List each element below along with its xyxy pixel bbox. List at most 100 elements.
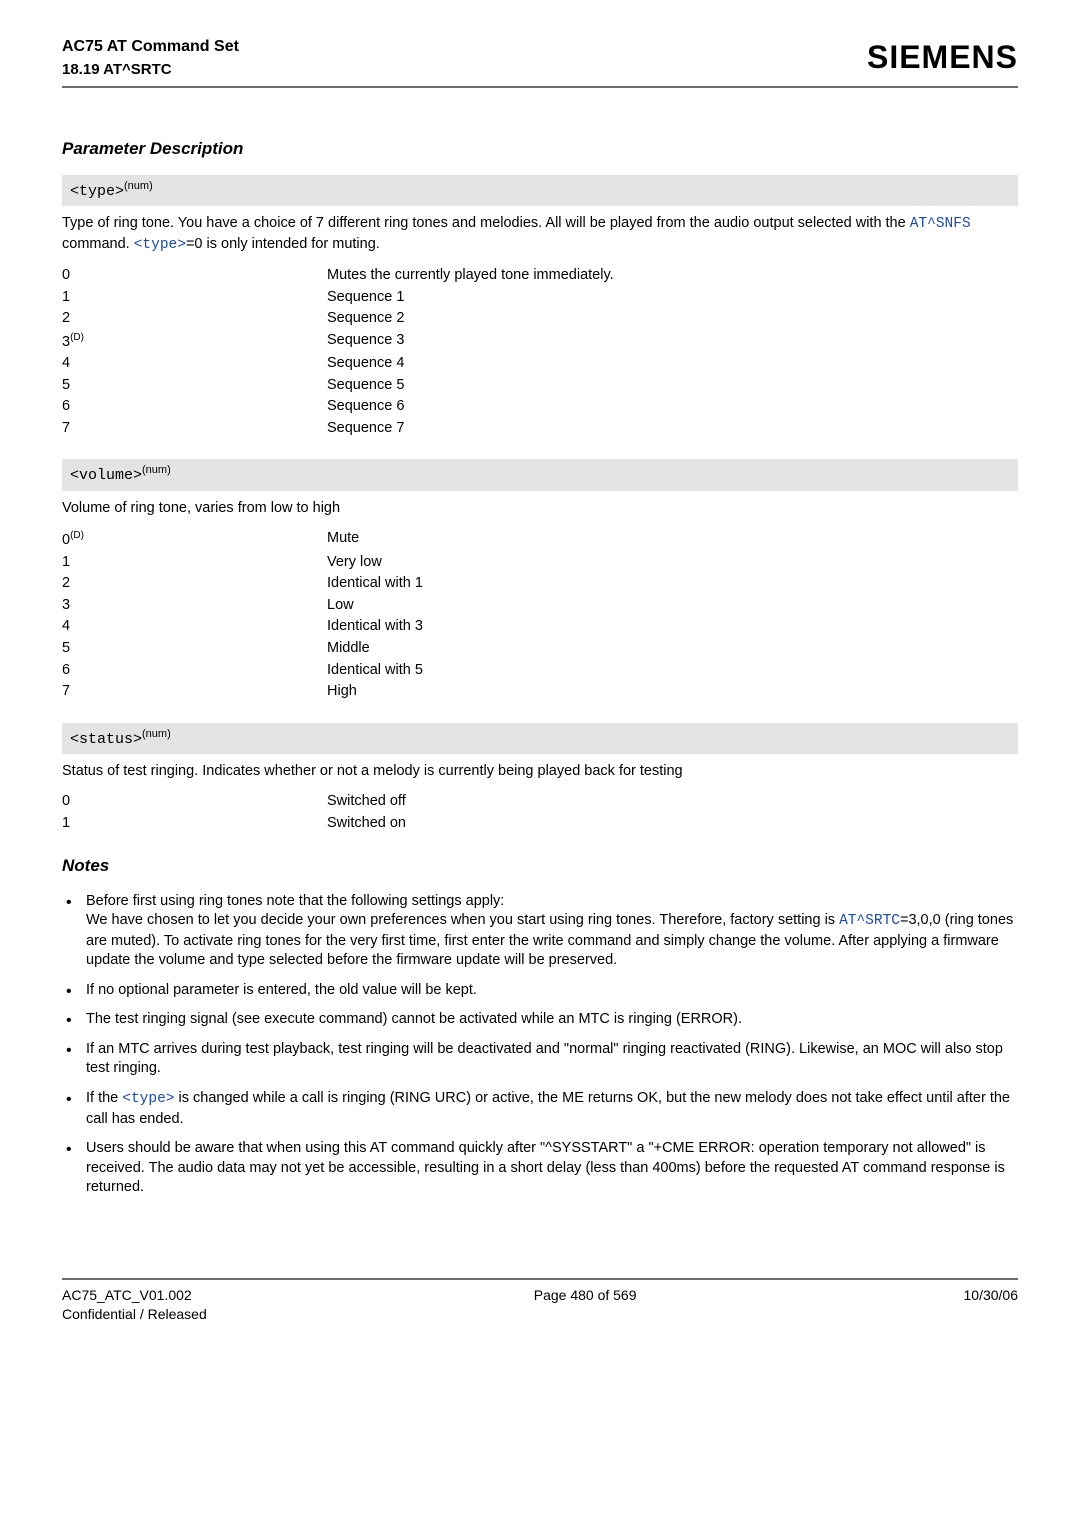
param-volume-label: <volume> xyxy=(70,467,142,484)
status-key-0: 0 xyxy=(62,792,327,812)
volume-values-table: 0(D)Mute 1Very low 2Identical with 1 3Lo… xyxy=(62,528,1018,702)
param-type-sup: (num) xyxy=(124,180,153,192)
type-row-3: 3(D)Sequence 3 xyxy=(62,330,1018,353)
type-key-6: 6 xyxy=(62,397,327,417)
volume-key-6: 6 xyxy=(62,661,327,681)
type-row-0: 0Mutes the currently played tone immedia… xyxy=(62,265,1018,287)
type-row-5: 5Sequence 5 xyxy=(62,375,1018,397)
footer-date: 10/30/06 xyxy=(964,1286,1019,1324)
footer-confidential: Confidential / Released xyxy=(62,1305,207,1324)
type-key-2: 2 xyxy=(62,309,327,329)
note-5: If the <type> is changed while a call is… xyxy=(62,1089,1018,1129)
status-val-0: Switched off xyxy=(327,792,1018,812)
page-header: AC75 AT Command Set 18.19 AT^SRTC SIEMEN… xyxy=(62,36,1018,80)
param-volume-desc: Volume of ring tone, varies from low to … xyxy=(62,499,1018,519)
link-type-ref[interactable]: <type> xyxy=(134,237,186,253)
doc-title: AC75 AT Command Set xyxy=(62,36,239,58)
type-key-3-base: 3 xyxy=(62,334,70,350)
note-2: If no optional parameter is entered, the… xyxy=(62,981,1018,1001)
type-row-4: 4Sequence 4 xyxy=(62,353,1018,375)
type-val-5: Sequence 5 xyxy=(327,376,1018,396)
status-key-1: 1 xyxy=(62,814,327,834)
note-1-body-a: We have chosen to let you decide your ow… xyxy=(86,912,839,928)
param-status-sup: (num) xyxy=(142,728,171,740)
type-desc-post: =0 is only intended for muting. xyxy=(186,236,380,252)
type-val-1: Sequence 1 xyxy=(327,288,1018,308)
footer-page: Page 480 of 569 xyxy=(534,1286,637,1324)
param-type-box: <type>(num) xyxy=(62,175,1018,206)
param-status-label: <status> xyxy=(70,731,142,748)
note-4: If an MTC arrives during test playback, … xyxy=(62,1040,1018,1079)
header-divider xyxy=(62,86,1018,88)
volume-val-3: Low xyxy=(327,596,1018,616)
param-status-box: <status>(num) xyxy=(62,723,1018,754)
footer-left: AC75_ATC_V01.002 Confidential / Released xyxy=(62,1286,207,1324)
footer-doc-id: AC75_ATC_V01.002 xyxy=(62,1286,207,1305)
volume-row-0: 0(D)Mute xyxy=(62,528,1018,551)
type-val-2: Sequence 2 xyxy=(327,309,1018,329)
volume-val-0: Mute xyxy=(327,529,1018,550)
volume-val-6: Identical with 5 xyxy=(327,661,1018,681)
volume-row-7: 7High xyxy=(62,681,1018,703)
param-volume-sup: (num) xyxy=(142,464,171,476)
status-val-1: Switched on xyxy=(327,814,1018,834)
note-3: The test ringing signal (see execute com… xyxy=(62,1010,1018,1030)
status-row-1: 1Switched on xyxy=(62,813,1018,835)
type-key-5: 5 xyxy=(62,376,327,396)
volume-key-7: 7 xyxy=(62,682,327,702)
type-val-6: Sequence 6 xyxy=(327,397,1018,417)
type-val-3: Sequence 3 xyxy=(327,331,1018,352)
notes-list: Before first using ring tones note that … xyxy=(62,892,1018,1198)
type-desc-pre: Type of ring tone. You have a choice of … xyxy=(62,215,910,231)
volume-row-2: 2Identical with 1 xyxy=(62,573,1018,595)
volume-row-4: 4Identical with 3 xyxy=(62,616,1018,638)
type-key-7: 7 xyxy=(62,419,327,439)
brand-logo: SIEMENS xyxy=(867,36,1018,79)
note-1-pre: Before first using ring tones note that … xyxy=(86,893,504,909)
type-val-0: Mutes the currently played tone immediat… xyxy=(327,266,1018,286)
param-status-desc: Status of test ringing. Indicates whethe… xyxy=(62,762,1018,782)
status-values-table: 0Switched off 1Switched on xyxy=(62,791,1018,834)
type-val-7: Sequence 7 xyxy=(327,419,1018,439)
section-parameter-description: Parameter Description xyxy=(62,138,1018,161)
volume-key-1: 1 xyxy=(62,553,327,573)
volume-key-0: 0(D) xyxy=(62,529,327,550)
volume-key-0-sup: (D) xyxy=(70,530,84,541)
type-key-3-sup: (D) xyxy=(70,332,84,343)
header-left-block: AC75 AT Command Set 18.19 AT^SRTC xyxy=(62,36,239,80)
type-row-1: 1Sequence 1 xyxy=(62,287,1018,309)
volume-val-4: Identical with 3 xyxy=(327,617,1018,637)
volume-row-3: 3Low xyxy=(62,595,1018,617)
volume-key-5: 5 xyxy=(62,639,327,659)
doc-subtitle: 18.19 AT^SRTC xyxy=(62,60,239,80)
link-type-note[interactable]: <type> xyxy=(122,1091,174,1107)
section-notes: Notes xyxy=(62,855,1018,878)
volume-key-4: 4 xyxy=(62,617,327,637)
param-type-label: <type> xyxy=(70,183,124,200)
param-type-desc: Type of ring tone. You have a choice of … xyxy=(62,214,1018,255)
link-at-snfs[interactable]: AT^SNFS xyxy=(910,216,971,232)
type-row-2: 2Sequence 2 xyxy=(62,308,1018,330)
type-key-0: 0 xyxy=(62,266,327,286)
volume-row-5: 5Middle xyxy=(62,638,1018,660)
type-desc-mid: command. xyxy=(62,236,134,252)
volume-key-2: 2 xyxy=(62,574,327,594)
type-row-7: 7Sequence 7 xyxy=(62,418,1018,440)
volume-val-2: Identical with 1 xyxy=(327,574,1018,594)
type-key-3: 3(D) xyxy=(62,331,327,352)
type-key-4: 4 xyxy=(62,354,327,374)
volume-row-6: 6Identical with 5 xyxy=(62,660,1018,682)
type-values-table: 0Mutes the currently played tone immedia… xyxy=(62,265,1018,439)
note-5-b: is changed while a call is ringing (RING… xyxy=(86,1090,1010,1127)
volume-key-0-base: 0 xyxy=(62,532,70,548)
volume-val-1: Very low xyxy=(327,553,1018,573)
note-1: Before first using ring tones note that … xyxy=(62,892,1018,971)
volume-val-5: Middle xyxy=(327,639,1018,659)
page-footer: AC75_ATC_V01.002 Confidential / Released… xyxy=(62,1278,1018,1324)
note-6: Users should be aware that when using th… xyxy=(62,1139,1018,1198)
note-5-a: If the xyxy=(86,1090,122,1106)
link-at-srtc[interactable]: AT^SRTC xyxy=(839,913,900,929)
volume-row-1: 1Very low xyxy=(62,552,1018,574)
type-val-4: Sequence 4 xyxy=(327,354,1018,374)
type-key-1: 1 xyxy=(62,288,327,308)
